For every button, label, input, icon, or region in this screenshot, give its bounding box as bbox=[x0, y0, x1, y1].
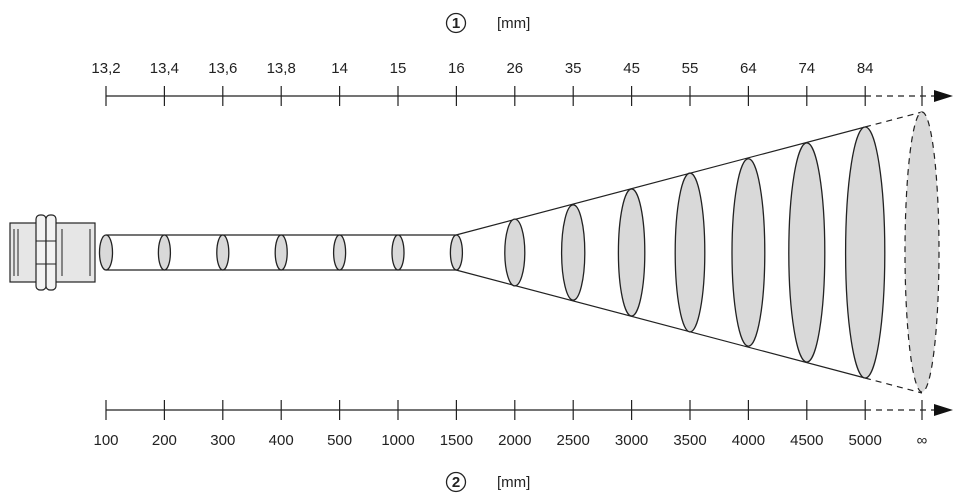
cone-top-edge bbox=[455, 126, 866, 236]
top-tick-label: 13,8 bbox=[267, 60, 296, 77]
bottom-tick-label: 4000 bbox=[732, 432, 765, 449]
top-tick-label: 14 bbox=[331, 60, 348, 77]
bottom-tick-label: 500 bbox=[327, 432, 352, 449]
bottom-tick-label: 2000 bbox=[498, 432, 531, 449]
top-marker-circle bbox=[445, 12, 467, 34]
top-unit-label: [mm] bbox=[497, 15, 530, 32]
beam-spots bbox=[98, 126, 886, 379]
beam-spot bbox=[674, 172, 706, 333]
beam-spot bbox=[449, 234, 464, 271]
bottom-tick-label: 2500 bbox=[557, 432, 590, 449]
beam-spot bbox=[504, 218, 526, 287]
top-tick-label: 35 bbox=[565, 60, 582, 77]
beam-spot bbox=[731, 158, 766, 347]
top-tick-label: 15 bbox=[390, 60, 407, 77]
bottom-tick-label: 1500 bbox=[440, 432, 473, 449]
top-tick-label: 13,2 bbox=[91, 60, 120, 77]
bottom-marker-circle bbox=[445, 471, 467, 493]
top-tick-label: 13,6 bbox=[208, 60, 237, 77]
beam-spot bbox=[216, 234, 230, 271]
cone-bottom-dashed bbox=[864, 377, 923, 394]
bottom-tick-label: 3000 bbox=[615, 432, 648, 449]
top-ticks bbox=[105, 86, 866, 106]
bottom-tick-label: 400 bbox=[269, 432, 294, 449]
sensor-nut-right bbox=[45, 214, 57, 291]
top-tick-label: 45 bbox=[623, 60, 640, 77]
beam-spot bbox=[788, 142, 826, 363]
top-tick-label: 26 bbox=[506, 60, 523, 77]
cone-top-dashed bbox=[864, 111, 923, 128]
bottom-labels: 100 200 300 400 500 1000 1500 2000 2500 3000 3500 4… bbox=[93, 432, 881, 449]
bottom-tick-label: 3500 bbox=[673, 432, 706, 449]
sensor-icon bbox=[9, 214, 96, 291]
beam-spot bbox=[560, 204, 586, 301]
top-tick-label: 13,4 bbox=[150, 60, 179, 77]
beam-spot bbox=[844, 126, 886, 379]
cone-bottom-edge bbox=[455, 269, 866, 379]
beam-spot bbox=[157, 234, 172, 271]
infinity-spot bbox=[904, 111, 940, 393]
top-tick-label: 64 bbox=[740, 60, 757, 77]
beam-spot bbox=[98, 234, 114, 271]
top-tick-label: 55 bbox=[682, 60, 699, 77]
top-marker-number: 1 bbox=[452, 15, 460, 32]
top-axis-header: 1 [mm] bbox=[445, 12, 530, 34]
beam-spot bbox=[332, 234, 347, 271]
bottom-marker-number: 2 bbox=[452, 474, 460, 491]
bottom-ticks bbox=[105, 400, 866, 420]
sensor-nut-left bbox=[35, 214, 47, 291]
beam-spot bbox=[617, 188, 646, 317]
top-tick-label: 16 bbox=[448, 60, 465, 77]
bottom-tick-label: 200 bbox=[152, 432, 177, 449]
bottom-tick-label: 4500 bbox=[790, 432, 823, 449]
top-tick-label: 74 bbox=[798, 60, 815, 77]
top-axis-arrow bbox=[934, 90, 953, 102]
bottom-tick-label: 5000 bbox=[849, 432, 882, 449]
bottom-tick-label: 300 bbox=[210, 432, 235, 449]
beam-spot bbox=[391, 234, 405, 271]
top-tick-label: 84 bbox=[857, 60, 874, 77]
bottom-axis: ∞ bbox=[106, 400, 953, 449]
bottom-unit-label: [mm] bbox=[497, 474, 530, 491]
bottom-tick-label: 1000 bbox=[381, 432, 414, 449]
top-labels: 13,2 13,4 13,6 13,8 14 15 16 26 35 45 55 64 74 84 bbox=[91, 60, 873, 77]
bottom-axis-arrow bbox=[934, 404, 953, 416]
beam-spot bbox=[274, 234, 288, 271]
infinity-label: ∞ bbox=[917, 432, 928, 449]
top-axis bbox=[106, 86, 953, 106]
bottom-axis-header: 2 [mm] bbox=[445, 471, 530, 493]
bottom-tick-label: 100 bbox=[93, 432, 118, 449]
